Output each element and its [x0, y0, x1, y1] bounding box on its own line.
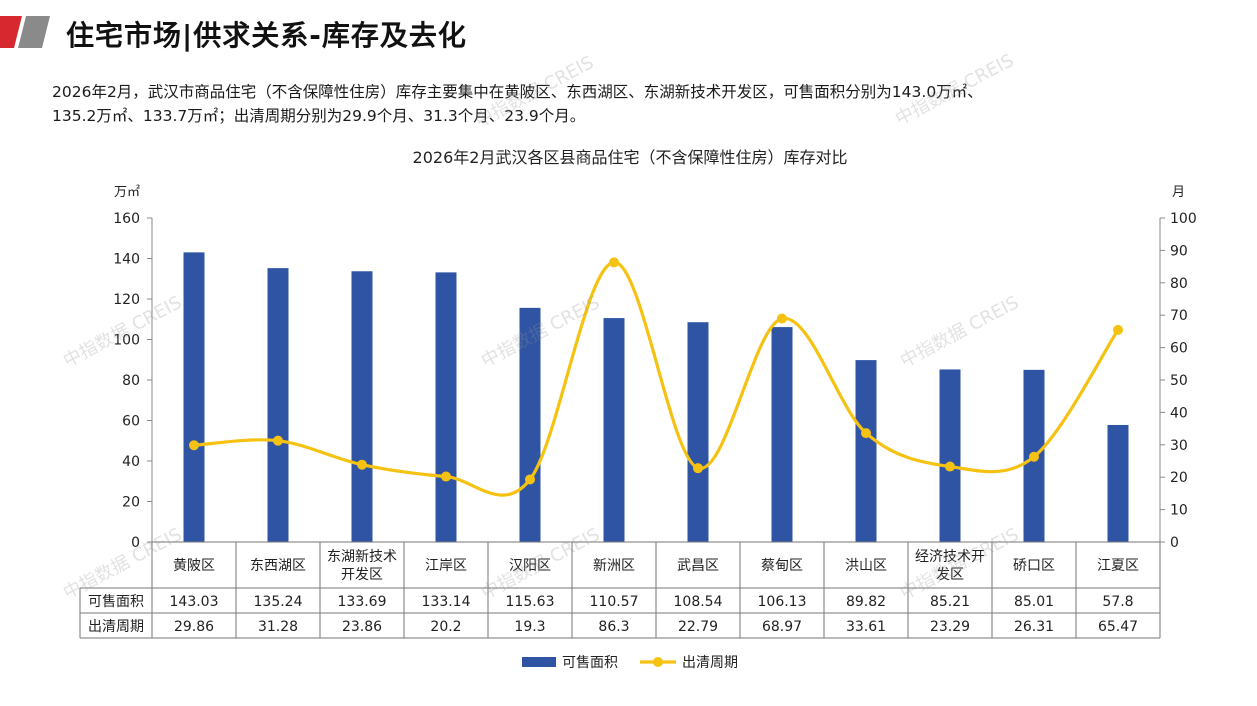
table-value-area: 108.54	[674, 594, 723, 610]
table-value-area: 89.82	[846, 594, 886, 610]
summary-line-1: 2026年2月，武汉市商品住宅（不含保障性住房）库存主要集中在黄陂区、东西湖区、…	[52, 83, 983, 101]
y-left-tick-label: 0	[131, 535, 140, 551]
y-right-tick-label: 0	[1170, 535, 1179, 551]
table-value-area: 57.8	[1102, 594, 1133, 610]
line-point-经济技术开发区	[945, 461, 955, 472]
table-value-cycle: 65.47	[1098, 619, 1138, 635]
page-title: 住宅市场|供求关系-库存及去化	[66, 19, 467, 52]
y-left-unit: 万㎡	[114, 185, 140, 200]
y-right-unit: 月	[1172, 185, 1185, 200]
legend-label-cycle: 出清周期	[682, 655, 738, 671]
category-label: 江夏区	[1097, 558, 1139, 574]
logo-red-shape	[0, 16, 22, 48]
y-right-tick-label: 70	[1170, 308, 1188, 324]
table-value-area: 135.24	[254, 594, 303, 610]
table-value-area: 110.57	[590, 594, 639, 610]
bar-武昌区	[687, 322, 709, 542]
y-right-tick-label: 90	[1170, 243, 1188, 259]
table-value-cycle: 29.86	[174, 619, 214, 635]
table-value-cycle: 68.97	[762, 619, 802, 635]
chart-title: 2026年2月武汉各区县商品住宅（不含保障性住房）库存对比	[413, 148, 848, 167]
line-point-黄陂区	[189, 440, 199, 451]
category-label: 洪山区	[845, 558, 887, 574]
category-label: 新洲区	[593, 558, 635, 574]
category-label: 经济技术开	[915, 549, 985, 565]
table-value-area: 85.01	[1014, 594, 1054, 610]
brand-logo-mark	[0, 16, 50, 48]
table-value-cycle: 19.3	[514, 619, 545, 635]
y-right-tick-label: 20	[1170, 470, 1188, 486]
y-left-tick-label: 120	[113, 292, 140, 308]
bar-汉阳区	[519, 307, 541, 542]
y-right-tick-label: 100	[1170, 211, 1197, 227]
table-value-area: 115.63	[506, 594, 555, 610]
line-point-汉阳区	[525, 474, 535, 485]
table-value-cycle: 23.29	[930, 619, 970, 635]
line-point-东湖新技术开发区	[357, 459, 367, 470]
legend-swatch-bar	[522, 657, 556, 667]
table-value-area: 133.69	[338, 594, 387, 610]
line-point-新洲区	[609, 257, 619, 268]
category-label: 发区	[936, 567, 964, 583]
category-label: 汉阳区	[509, 558, 551, 574]
category-label: 黄陂区	[173, 557, 215, 574]
bar-东西湖区	[267, 268, 289, 542]
category-label: 硚口区	[1013, 558, 1055, 574]
bar-江岸区	[435, 272, 457, 542]
table-value-cycle: 23.86	[342, 619, 382, 635]
line-point-江夏区	[1113, 324, 1123, 335]
y-left-tick-label: 100	[113, 333, 140, 349]
logo-gray-shape	[18, 16, 50, 48]
bar-新洲区	[603, 318, 625, 542]
table-row-label: 出清周期	[88, 619, 144, 635]
category-label: 开发区	[341, 567, 383, 583]
category-label: 东西湖区	[250, 558, 306, 574]
category-label: 江岸区	[425, 558, 467, 574]
line-point-东西湖区	[273, 435, 283, 446]
table-value-cycle: 26.31	[1014, 619, 1054, 635]
line-point-武昌区	[693, 463, 703, 474]
table-value-cycle: 86.3	[598, 619, 629, 635]
table-row-label: 可售面积	[88, 594, 144, 610]
y-left-tick-label: 140	[113, 252, 140, 268]
table-value-cycle: 20.2	[430, 619, 461, 635]
category-label: 东湖新技术	[327, 549, 397, 565]
bar-洪山区	[855, 360, 877, 542]
legend-swatch-point	[653, 657, 663, 667]
table-value-area: 133.14	[422, 594, 471, 610]
y-right-tick-label: 60	[1170, 341, 1188, 357]
y-left-tick-label: 160	[113, 211, 140, 227]
y-right-tick-label: 80	[1170, 276, 1188, 292]
bar-江夏区	[1107, 424, 1129, 542]
line-series-clearance-cycle	[193, 260, 1120, 497]
y-right-tick-label: 50	[1170, 373, 1188, 389]
summary-text: 2026年2月，武汉市商品住宅（不含保障性住房）库存主要集中在黄陂区、东西湖区、…	[52, 80, 1222, 128]
y-left-tick-label: 40	[122, 454, 140, 470]
line-point-蔡甸区	[777, 313, 787, 324]
legend-label-area: 可售面积	[562, 655, 618, 671]
bar-黄陂区	[183, 252, 205, 542]
y-left-tick-label: 80	[122, 373, 140, 389]
summary-line-2: 135.2万㎡、133.7万㎡；出清周期分别为29.9个月、31.3个月、23.…	[52, 107, 586, 125]
table-value-area: 85.21	[930, 594, 970, 610]
y-left-tick-label: 20	[122, 495, 140, 511]
y-right-tick-label: 40	[1170, 405, 1188, 421]
line-point-江岸区	[441, 471, 451, 482]
table-value-area: 106.13	[758, 594, 807, 610]
table-value-cycle: 22.79	[678, 619, 718, 635]
line-point-洪山区	[861, 428, 871, 439]
y-right-tick-label: 10	[1170, 503, 1188, 519]
table-value-area: 143.03	[170, 594, 219, 610]
table-value-cycle: 31.28	[258, 619, 298, 635]
category-label: 武昌区	[677, 558, 719, 574]
bar-经济技术开发区	[939, 369, 961, 542]
category-label: 蔡甸区	[761, 558, 803, 574]
y-left-tick-label: 60	[122, 414, 140, 430]
bar-蔡甸区	[771, 327, 793, 542]
y-right-tick-label: 30	[1170, 438, 1188, 454]
table-value-cycle: 33.61	[846, 619, 886, 635]
bar-东湖新技术开发区	[351, 271, 373, 542]
line-point-硚口区	[1029, 451, 1039, 462]
